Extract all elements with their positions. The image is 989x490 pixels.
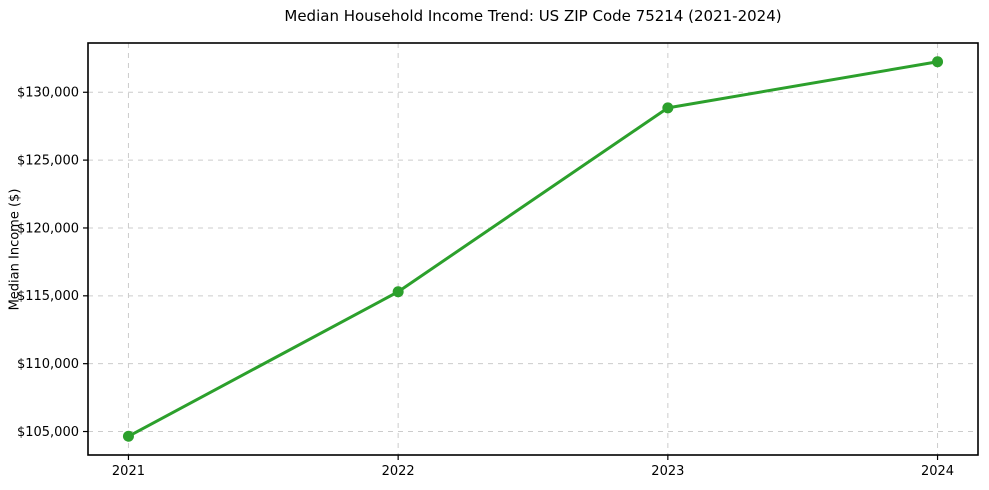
y-tick-label: $120,000 bbox=[17, 221, 79, 236]
data-point bbox=[392, 286, 404, 298]
data-line bbox=[126, 60, 940, 438]
x-tick-label: 2024 bbox=[921, 464, 954, 479]
data-point bbox=[122, 430, 134, 442]
y-tick-label: $130,000 bbox=[17, 86, 79, 101]
data-point bbox=[662, 102, 674, 114]
chart-title: Median Household Income Trend: US ZIP Co… bbox=[284, 7, 782, 25]
x-tick-label: 2021 bbox=[112, 464, 145, 479]
y-tick-label: $110,000 bbox=[17, 357, 79, 372]
x-tick-label: 2023 bbox=[651, 464, 684, 479]
y-tick-label: $105,000 bbox=[17, 425, 79, 440]
plot-border bbox=[87, 42, 979, 456]
y-tick-label: $115,000 bbox=[17, 289, 79, 304]
y-tick-label: $125,000 bbox=[17, 154, 79, 169]
data-point bbox=[932, 56, 944, 68]
x-tick-label: 2022 bbox=[382, 464, 415, 479]
